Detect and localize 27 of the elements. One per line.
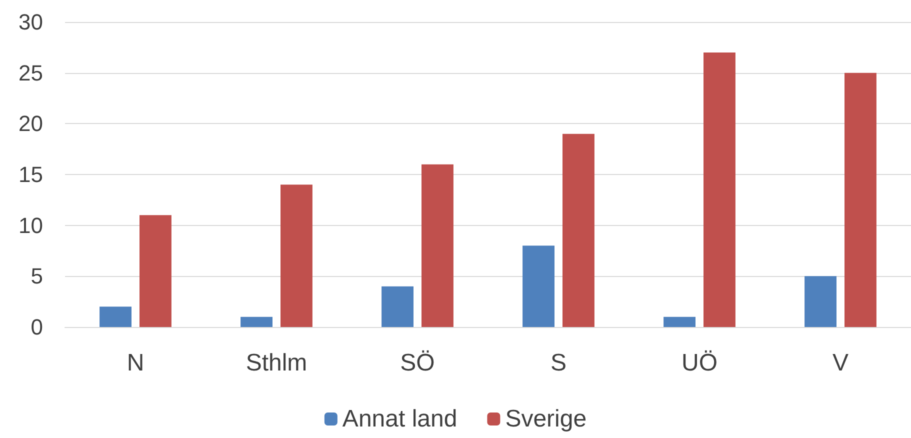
x-tick-label: Sthlm [246, 350, 308, 376]
y-tick-label: 20 [18, 111, 43, 136]
bar [139, 215, 172, 327]
bar [703, 52, 736, 327]
y-tick-label: 25 [18, 60, 43, 86]
bar [664, 316, 696, 327]
x-tick-label: S [550, 350, 567, 376]
x-tick-label: SÖ [400, 350, 435, 376]
bar [522, 246, 555, 327]
x-tick-label: V [832, 350, 849, 376]
bar [844, 72, 876, 327]
y-tick-label: 0 [30, 314, 43, 340]
bar [240, 316, 273, 327]
y-tick-label: 15 [18, 162, 43, 187]
bar [562, 134, 594, 327]
y-tick-label: 30 [18, 10, 43, 34]
bar [804, 276, 837, 327]
y-tick-label: 5 [30, 264, 43, 289]
bar [421, 164, 454, 327]
legend-label: Sverige [505, 406, 587, 432]
y-tick-label: 10 [18, 212, 43, 238]
x-tick-label: UÖ [682, 350, 718, 376]
bar [100, 306, 132, 327]
bar [382, 286, 414, 327]
bar [280, 184, 312, 327]
legend-label: Annat land [342, 406, 458, 432]
x-tick-label: N [126, 350, 144, 376]
